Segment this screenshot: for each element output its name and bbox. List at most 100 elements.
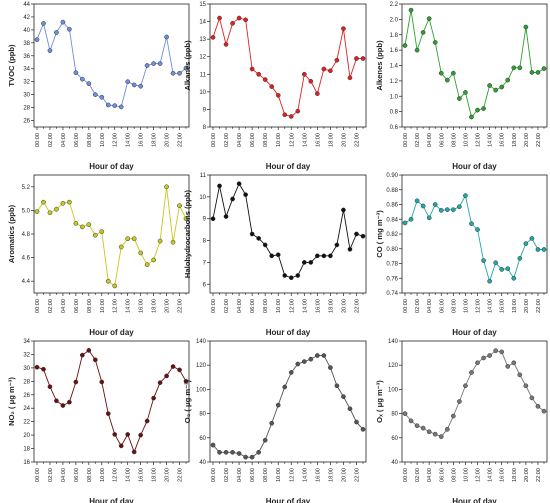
- x-tick-label: 08:00: [263, 468, 269, 482]
- data-point: [505, 266, 511, 272]
- x-tick-label: 18:00: [152, 133, 158, 147]
- data-point: [493, 87, 499, 93]
- panel-4: 4.4 4.6 4.8 5.0 5.2 00:00 02:00 04:00 06:00 08:00…: [7, 174, 190, 337]
- y-tick-label: 34: [23, 339, 30, 345]
- data-point: [450, 70, 456, 76]
- x-axis-label: Hour of day: [266, 497, 311, 503]
- x-tick-label: 16:00: [500, 133, 506, 147]
- data-point: [282, 112, 288, 118]
- x-tick-label: 08:00: [451, 468, 457, 482]
- x-tick-label: 10:00: [463, 468, 469, 482]
- data-point: [125, 79, 131, 85]
- data-point: [505, 77, 511, 83]
- data-point: [529, 236, 535, 241]
- x-tick-label: 00:00: [211, 133, 217, 147]
- data-point: [529, 395, 535, 401]
- y-tick-label: 0.76: [386, 276, 398, 282]
- data-point: [535, 70, 541, 75]
- plot-frame: [209, 174, 367, 294]
- data-point: [249, 66, 255, 72]
- data-point: [269, 253, 275, 259]
- x-tick-label: 20:00: [341, 133, 347, 147]
- series-line: [404, 194, 544, 283]
- data-point: [487, 353, 492, 358]
- data-point: [328, 68, 333, 74]
- data-point: [170, 70, 176, 76]
- data-point: [275, 93, 281, 98]
- y-axis-label: Alkanes (ppb): [183, 40, 192, 91]
- panel-5: 6 7 8 9 10 11 00:00 02:00 04:00 06:00 08:00 10:00 12…: [183, 173, 367, 337]
- x-tick-label: 08:00: [87, 468, 93, 482]
- x-tick-label: 06:00: [74, 299, 80, 313]
- x-tick-label: 22:00: [536, 468, 542, 482]
- data-point: [223, 42, 229, 47]
- data-point: [314, 353, 320, 358]
- plot-frame: [401, 174, 548, 294]
- panel-6: 0.74 0.76 0.78 0.80 0.82 0.84 0.86 0.88 0.90 00:0…: [375, 173, 548, 337]
- x-tick-label: 18:00: [152, 468, 158, 482]
- y-tick-label: 80: [199, 412, 206, 418]
- x-tick-label: 08:00: [87, 133, 93, 147]
- x-tick-label: 20:00: [524, 133, 530, 147]
- data-point: [426, 16, 432, 21]
- data-point: [47, 48, 53, 53]
- x-tick-label: 10:00: [463, 133, 469, 147]
- y-tick-label: 40: [199, 460, 206, 466]
- data-point: [92, 357, 98, 363]
- data-point: [475, 227, 480, 232]
- data-point: [444, 77, 450, 83]
- x-tick-label: 16:00: [500, 299, 506, 313]
- data-point: [321, 353, 327, 358]
- data-point: [223, 449, 229, 455]
- data-point: [86, 348, 92, 353]
- y-tick-label: 26: [23, 119, 30, 125]
- y-axis-label: TVOC (ppb): [7, 44, 16, 87]
- x-tick-label: 16:00: [139, 133, 145, 147]
- data-point: [426, 215, 432, 221]
- data-point: [79, 224, 85, 230]
- x-tick-label: 04:00: [237, 133, 243, 147]
- data-point: [41, 21, 46, 26]
- data-point: [125, 236, 131, 242]
- x-tick-label: 00:00: [35, 299, 41, 313]
- y-tick-label: 0.90: [386, 173, 398, 179]
- data-point: [262, 437, 268, 443]
- data-point: [131, 82, 137, 88]
- x-tick-label: 12:00: [289, 468, 295, 482]
- data-point: [535, 403, 541, 409]
- x-tick-label: 18:00: [328, 468, 334, 482]
- y-tick-label: 4.4: [22, 279, 31, 285]
- y-tick-label: 0.88: [386, 188, 398, 194]
- data-point: [438, 208, 444, 213]
- x-tick-label: 16:00: [315, 299, 321, 313]
- data-point: [60, 200, 66, 206]
- y-tick-label: 2.0: [390, 17, 399, 23]
- data-point: [54, 30, 59, 35]
- data-point: [314, 253, 320, 259]
- data-point: [334, 242, 340, 248]
- x-tick-label: 08:00: [263, 133, 269, 147]
- y-tick-label: 5.2: [22, 185, 31, 191]
- data-point: [86, 81, 92, 86]
- data-point: [288, 370, 294, 375]
- data-point: [450, 413, 456, 419]
- y-tick-label: 34: [23, 67, 30, 73]
- y-axis-label: Alkenes (ppb): [375, 40, 384, 91]
- x-axis-label: Hour of day: [89, 162, 134, 171]
- data-point: [34, 364, 40, 370]
- x-axis-label: Hour of day: [452, 328, 497, 337]
- y-tick-label: 0.80: [386, 247, 398, 253]
- x-tick-label: 04:00: [61, 468, 67, 482]
- series-line: [212, 182, 364, 279]
- x-tick-label: 08:00: [263, 299, 269, 313]
- data-point: [54, 398, 59, 404]
- data-point: [493, 348, 499, 354]
- data-point: [420, 425, 426, 431]
- y-tick-label: 26: [23, 393, 30, 399]
- x-tick-label: 14:00: [488, 468, 494, 482]
- data-point: [499, 84, 505, 90]
- x-tick-label: 22:00: [536, 299, 542, 313]
- data-point: [360, 56, 366, 61]
- x-tick-label: 12:00: [113, 133, 119, 147]
- data-point: [282, 273, 288, 278]
